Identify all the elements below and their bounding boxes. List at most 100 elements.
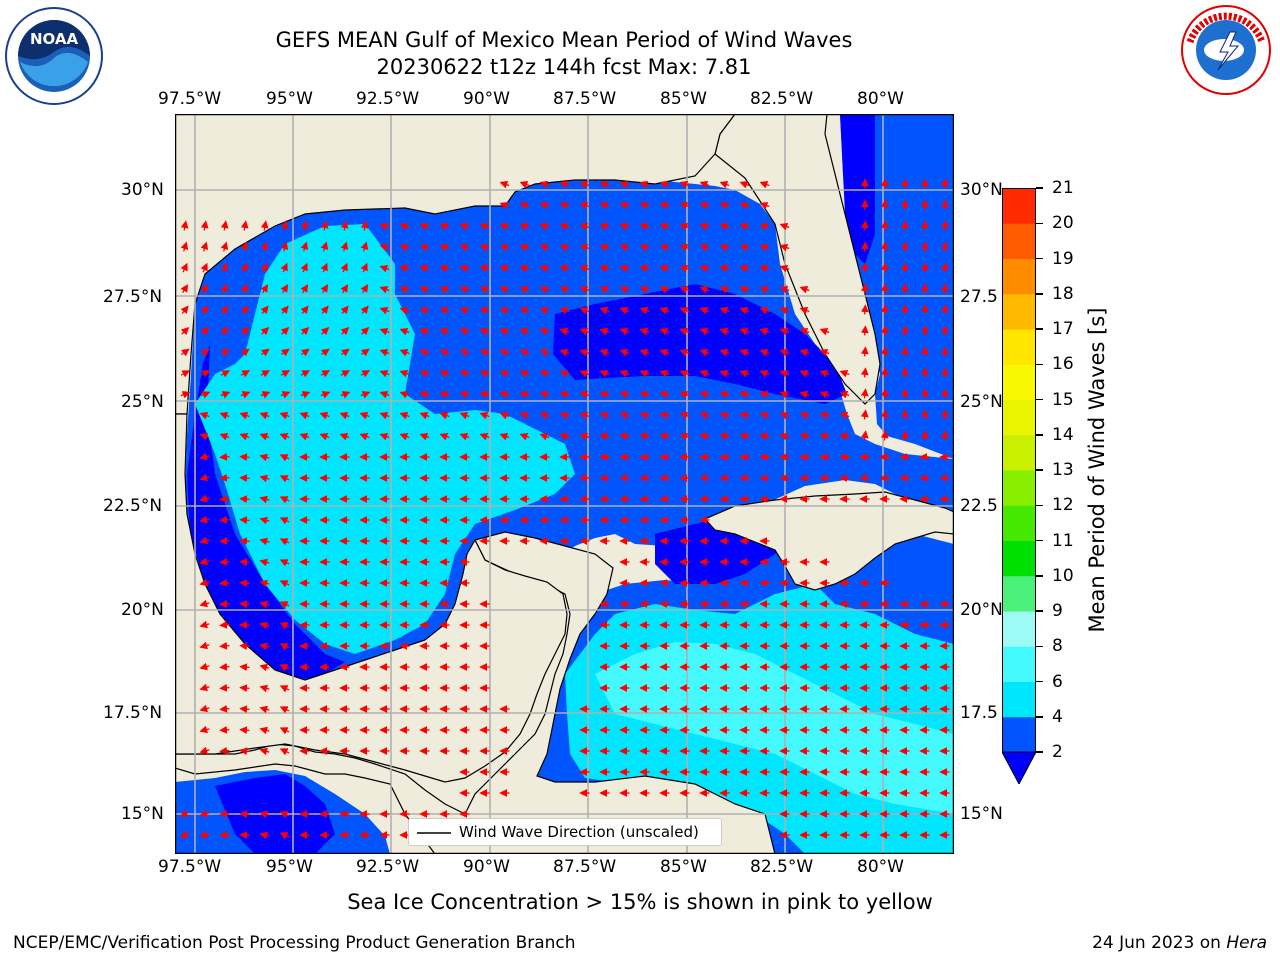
wind-wave-arrow [679, 328, 690, 336]
wind-wave-arrow [519, 244, 530, 252]
wind-wave-arrow [399, 412, 410, 420]
wind-wave-arrow [300, 220, 309, 231]
lat-tick: 25°N [960, 392, 1003, 412]
wind-wave-arrow [900, 346, 909, 357]
wind-wave-arrow [759, 286, 770, 294]
wind-wave-arrow [279, 496, 290, 504]
lat-tick: 25°N [121, 392, 164, 412]
wind-wave-arrow [260, 327, 270, 336]
colorbar-tick-label: 10 [1052, 565, 1074, 586]
wind-wave-arrow [419, 223, 430, 231]
wind-wave-arrow [260, 262, 268, 273]
map-subtitle: 20230622 t12z 144h fcst Max: 7.81 [376, 55, 752, 79]
wind-wave-arrow [900, 262, 909, 273]
wind-wave-arrow [300, 284, 309, 294]
wind-wave-arrow [360, 284, 369, 294]
wind-wave-arrow [539, 223, 550, 231]
wind-wave-arrow [279, 454, 290, 462]
wind-wave-arrow [279, 475, 290, 483]
wind-wave-arrow [479, 223, 490, 231]
wind-wave-arrow [739, 181, 750, 189]
lon-tick: 87.5°W [553, 89, 617, 109]
wind-wave-arrow [779, 265, 790, 273]
wind-wave-arrow [439, 244, 450, 252]
wind-wave-arrow [279, 559, 290, 567]
wind-wave-arrow [279, 706, 290, 714]
wind-wave-arrow [839, 391, 850, 399]
wind-wave-arrow [360, 305, 369, 315]
colorbar-tick-mark [1036, 222, 1043, 224]
wind-wave-arrow [220, 284, 229, 294]
wind-wave-arrow [180, 391, 191, 399]
wind-wave-arrow [860, 367, 869, 378]
wind-wave-arrow [239, 747, 250, 756]
wind-wave-arrow [199, 536, 210, 545]
colorbar-tick-mark [1036, 751, 1043, 753]
lon-tick: 82.5°W [750, 857, 814, 877]
wind-wave-arrow [299, 433, 310, 441]
wind-wave-arrow [479, 265, 490, 273]
wind-wave-arrow [639, 349, 650, 357]
wind-wave-arrow [819, 391, 830, 399]
wind-wave-arrow [679, 223, 690, 231]
wind-wave-arrow [199, 662, 210, 671]
wind-wave-arrow [459, 223, 470, 231]
colorbar-segment [1002, 223, 1036, 259]
wind-wave-arrow [699, 391, 710, 399]
colorbar-tick-label: 18 [1052, 283, 1074, 304]
wind-wave-arrow [539, 433, 550, 441]
wind-wave-arrow [860, 409, 869, 420]
wind-wave-arrow [259, 433, 270, 441]
wind-wave-arrow [719, 433, 730, 441]
wind-wave-arrow [199, 809, 210, 818]
wind-wave-arrow [280, 348, 290, 357]
wind-wave-arrow [240, 220, 249, 231]
wind-wave-arrow [519, 265, 530, 273]
wind-wave-arrow [539, 265, 550, 273]
wind-wave-arrow [280, 284, 289, 294]
wind-wave-arrow [659, 202, 670, 210]
wind-wave-arrow [340, 370, 351, 378]
wind-wave-arrow [519, 307, 530, 315]
wind-wave-arrow [659, 328, 670, 336]
wind-wave-arrow [199, 725, 210, 734]
colorbar-tick-label: 15 [1052, 389, 1074, 410]
colorbar-segment [1002, 470, 1036, 506]
lat-tick: 20°N [121, 600, 164, 620]
wind-wave-arrow [279, 685, 290, 693]
wind-wave-arrow [399, 391, 410, 399]
wind-wave-arrow [419, 433, 430, 441]
wind-wave-arrow [399, 349, 410, 357]
colorbar-tick-mark [1036, 363, 1043, 365]
wind-wave-arrow [539, 328, 550, 336]
wind-wave-arrow [559, 286, 570, 294]
colorbar-segment [1002, 364, 1036, 400]
wind-wave-arrow [539, 286, 550, 294]
wind-wave-arrow [320, 391, 331, 399]
wind-wave-arrow [320, 220, 329, 231]
wind-wave-arrow [300, 305, 309, 315]
wind-wave-arrow [439, 307, 450, 315]
wind-wave-arrow [439, 370, 450, 378]
wind-wave-arrow [559, 202, 570, 210]
wind-wave-arrow [399, 307, 410, 315]
lat-tick: 30°N [960, 180, 1003, 200]
wind-wave-arrow [260, 220, 269, 231]
wind-wave-arrow [639, 433, 650, 441]
wind-wave-arrow [559, 412, 570, 420]
wind-wave-arrow [920, 304, 929, 315]
wind-wave-arrows [179, 178, 950, 840]
wind-wave-arrow [499, 307, 510, 315]
legend-label: Wind Wave Direction (unscaled) [459, 823, 699, 841]
wind-wave-arrow [260, 348, 270, 357]
wind-wave-arrow [539, 307, 550, 315]
wind-wave-arrow [639, 265, 650, 273]
wind-wave-arrow [920, 283, 929, 294]
wind-wave-arrow [739, 433, 750, 441]
wind-wave-arrow [799, 307, 810, 315]
lon-tick: 80°W [857, 857, 904, 877]
wind-wave-arrow [579, 370, 590, 378]
wind-wave-arrow [860, 304, 869, 315]
wind-wave-arrow [539, 181, 550, 189]
wind-wave-arrow [499, 328, 510, 336]
